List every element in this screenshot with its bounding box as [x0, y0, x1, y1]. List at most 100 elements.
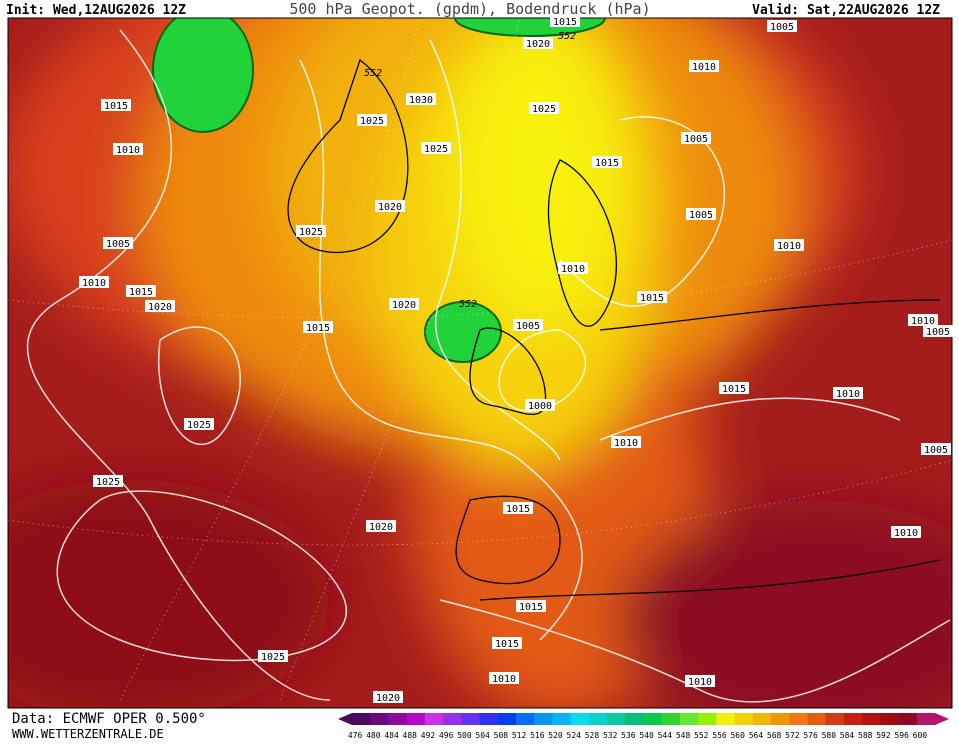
isobar-label-box — [126, 285, 156, 297]
scale-label: 524 — [567, 731, 582, 740]
scale-label: 536 — [621, 731, 636, 740]
scale-label: 568 — [767, 731, 782, 740]
scale-swatch — [607, 713, 626, 725]
scale-swatch — [643, 713, 663, 725]
isobar-label-box — [516, 600, 546, 612]
map-frame — [7, 17, 953, 709]
isobar-label-box — [145, 300, 175, 312]
isobar-label-box — [908, 314, 938, 326]
scale-label: 492 — [421, 731, 436, 740]
isobar-label: 1025 — [360, 116, 384, 127]
isobar-label: 1010 — [561, 264, 585, 275]
scale-label: 580 — [822, 731, 837, 740]
isobar-label: 1020 — [369, 522, 393, 533]
scale-swatch — [679, 713, 699, 725]
isobar-label: 1015 — [595, 158, 619, 169]
scale-label: 556 — [712, 731, 727, 740]
isobar-label: 1005 — [926, 327, 950, 338]
isobar-label-box — [184, 418, 214, 430]
isobar-label-box — [113, 143, 143, 155]
scale-label: 560 — [730, 731, 745, 740]
site: WWW.WETTERZENTRALE.DE — [12, 727, 164, 741]
data-source: Data: ECMWF OPER 0.500° — [12, 711, 206, 727]
isobar-label-box — [101, 99, 131, 111]
isobar-label: 1015 — [519, 602, 543, 613]
isobar-label-box — [389, 298, 419, 310]
isobar-label-box — [689, 60, 719, 72]
isobar-label-box — [303, 321, 333, 333]
scale-label: 488 — [403, 731, 418, 740]
scale-label: 584 — [840, 731, 855, 740]
isobar-label: 1010 — [614, 438, 638, 449]
scale-swatch — [825, 713, 845, 725]
isobar-label: 1025 — [299, 227, 323, 238]
scale-label: 476 — [348, 731, 363, 740]
isobar-label: 1000 — [528, 401, 552, 412]
scale-swatch — [880, 713, 900, 725]
scale-swatch — [916, 713, 936, 725]
scale-label: 520 — [548, 731, 563, 740]
isobar-label-box — [93, 475, 123, 487]
isobar-label-box — [421, 142, 451, 154]
scale-swatch — [771, 713, 790, 725]
scale-swatch — [406, 713, 426, 725]
isobar-label: 1010 — [911, 316, 935, 327]
isobar-label-box — [406, 93, 436, 105]
scale-label: 532 — [603, 731, 618, 740]
scale-swatch — [752, 713, 772, 725]
isobar-label-box — [681, 132, 711, 144]
isobar-label: 1010 — [777, 241, 801, 252]
scale-label: 508 — [494, 731, 509, 740]
isobar-label: 1015 — [129, 287, 153, 298]
isobar-label-box — [611, 436, 641, 448]
init-time: Init: Wed,12AUG2026 12Z — [6, 3, 186, 18]
isobar-label: 1010 — [692, 62, 716, 73]
isobar-label: 1015 — [104, 101, 128, 112]
isobar-label-box — [592, 156, 622, 168]
isobar-label-box — [523, 37, 553, 49]
color-scale: 476 480 484 488 492 496 500 504 508 512 516 520 524 5… — [338, 713, 949, 740]
scale-label: 596 — [894, 731, 909, 740]
isobar-label-box — [489, 672, 519, 684]
isobar-label: 1015 — [306, 323, 330, 334]
isobar-label-box — [774, 239, 804, 251]
scale-label: 576 — [803, 731, 818, 740]
isobar-label-box — [375, 200, 405, 212]
scale-swatch — [570, 713, 590, 725]
isobar-label-box — [525, 399, 555, 411]
scale-label: 552 — [694, 731, 709, 740]
isobar-label: 1015 — [495, 639, 519, 650]
height-label: 552 — [459, 299, 477, 310]
isobar-label: 1005 — [106, 239, 130, 250]
isobar-label: 1010 — [492, 674, 516, 685]
height-label: 552 — [558, 31, 576, 42]
scale-swatch — [898, 713, 918, 725]
isobar-label-box — [685, 675, 715, 687]
isobar-label-box — [637, 291, 667, 303]
scale-label: 544 — [658, 731, 673, 740]
scale-label: 512 — [512, 731, 527, 740]
isobar-label: 1015 — [506, 504, 530, 515]
scale-swatch — [461, 713, 481, 725]
scale-label: 504 — [475, 731, 490, 740]
isobar-label-box — [891, 526, 921, 538]
isobar-label-box — [366, 520, 396, 532]
isobar-label: 1020 — [378, 202, 402, 213]
isobar-label-box — [357, 114, 387, 126]
isobar-label: 1015 — [553, 17, 577, 28]
isobar-label-box — [686, 208, 716, 220]
scale-label: 588 — [858, 731, 873, 740]
scale-swatch — [424, 713, 444, 725]
scale-label: 564 — [749, 731, 764, 740]
scale-label: 480 — [366, 731, 381, 740]
isobar-label-box — [923, 325, 953, 337]
valid-time: Valid: Sat,22AUG2026 12Z — [752, 3, 940, 18]
isobar-label: 1010 — [894, 528, 918, 539]
scale-swatch — [698, 713, 717, 725]
scale-swatch — [497, 713, 517, 725]
isobar-label: 1005 — [924, 445, 948, 456]
isobar-label: 1005 — [689, 210, 713, 221]
isobar-label: 1025 — [261, 652, 285, 663]
